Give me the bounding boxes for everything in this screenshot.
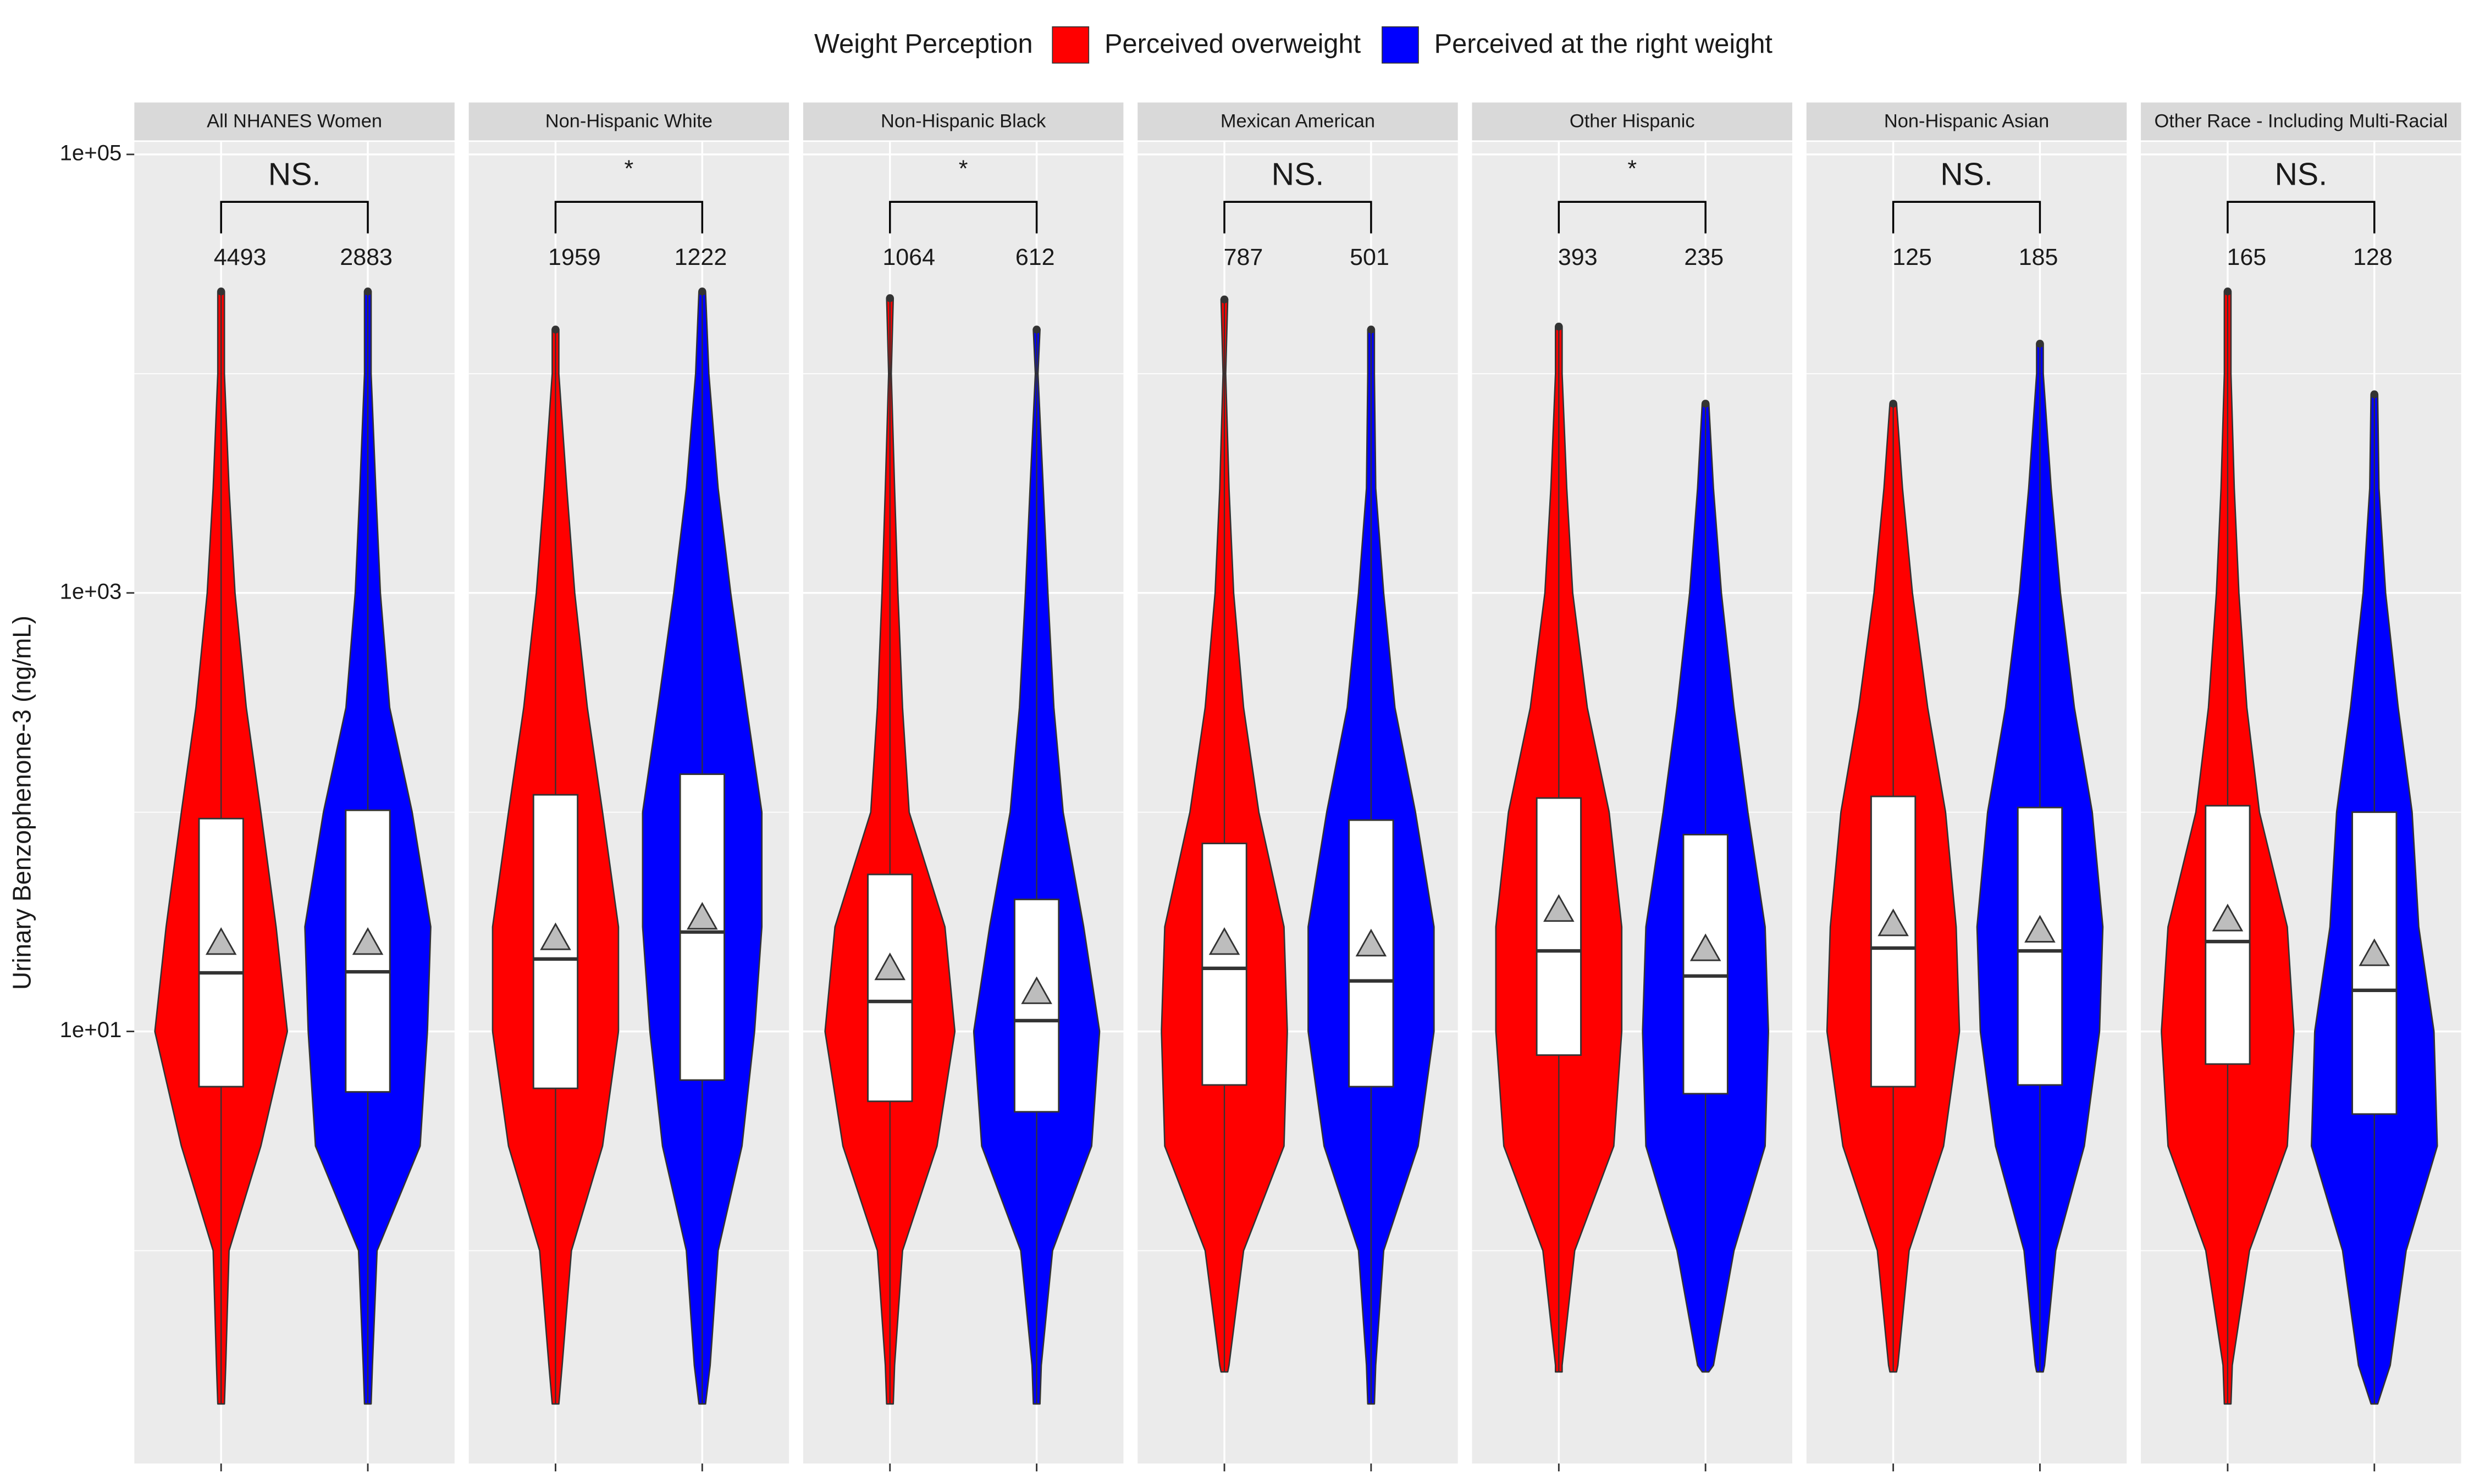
max-point bbox=[1032, 325, 1041, 334]
max-point bbox=[1702, 400, 1710, 408]
count-label: 4493 bbox=[214, 244, 267, 270]
mean-marker bbox=[2212, 904, 2244, 932]
mean-marker bbox=[540, 922, 571, 950]
count-label: 2883 bbox=[340, 244, 393, 270]
strip bbox=[1806, 102, 2127, 141]
panel bbox=[803, 142, 1124, 1464]
panel bbox=[2141, 142, 2461, 1464]
legend-label: Perceived overweight bbox=[1105, 29, 1361, 59]
annotation: NS. bbox=[1272, 157, 1324, 192]
bracket bbox=[1558, 201, 1707, 234]
max-point bbox=[1220, 295, 1229, 304]
legend-label: Perceived at the right weight bbox=[1434, 29, 1773, 59]
annotation: NS. bbox=[1940, 157, 1993, 192]
max-point bbox=[1367, 325, 1376, 334]
max-point bbox=[1889, 400, 1897, 408]
count-label: 1222 bbox=[675, 244, 727, 270]
mean-marker bbox=[1689, 933, 1721, 961]
annotation: NS. bbox=[268, 157, 321, 192]
y-tick-label: 1e+01 bbox=[60, 1017, 122, 1042]
box bbox=[1201, 843, 1247, 1086]
strip bbox=[1137, 102, 1458, 141]
legend-swatch bbox=[1052, 26, 1090, 64]
box bbox=[2205, 805, 2251, 1065]
bracket bbox=[2227, 201, 2376, 234]
mean-marker bbox=[205, 927, 237, 955]
annotation: * bbox=[959, 156, 968, 182]
annotation: NS. bbox=[2275, 157, 2328, 192]
max-point bbox=[1555, 322, 1563, 331]
mean-marker bbox=[1543, 894, 1575, 922]
box bbox=[867, 873, 913, 1103]
count-label: 165 bbox=[2227, 244, 2266, 270]
count-label: 612 bbox=[1015, 244, 1055, 270]
box bbox=[2017, 806, 2063, 1086]
mean-marker bbox=[1021, 976, 1052, 1004]
mean-marker bbox=[2024, 915, 2056, 943]
box bbox=[1348, 819, 1394, 1088]
max-point bbox=[2223, 287, 2232, 296]
max-point bbox=[886, 294, 894, 302]
mean-marker bbox=[2359, 938, 2390, 966]
max-point bbox=[551, 325, 560, 334]
count-label: 501 bbox=[1350, 244, 1389, 270]
mean-marker bbox=[1208, 927, 1240, 955]
facet-title: Other Hispanic bbox=[1570, 110, 1695, 131]
count-label: 787 bbox=[1224, 244, 1263, 270]
max-point bbox=[2036, 340, 2044, 348]
facet-title: Other Race - Including Multi-Racial bbox=[2154, 110, 2448, 131]
legend-title: Weight Perception bbox=[814, 29, 1033, 59]
box bbox=[1536, 797, 1582, 1056]
facet-title: Non-Hispanic Black bbox=[881, 110, 1046, 131]
mean-marker bbox=[1877, 908, 1909, 937]
strip bbox=[1472, 102, 1792, 141]
y-axis-label: Urinary Benzophenone-3 (ng/mL) bbox=[8, 616, 36, 990]
max-point bbox=[698, 287, 706, 296]
mean-marker bbox=[1355, 928, 1387, 957]
count-label: 235 bbox=[1684, 244, 1724, 270]
count-label: 1064 bbox=[882, 244, 935, 270]
strip bbox=[2141, 102, 2461, 141]
y-tick-label: 1e+05 bbox=[60, 141, 122, 165]
count-label: 125 bbox=[1892, 244, 1932, 270]
bracket bbox=[220, 201, 369, 234]
count-label: 185 bbox=[2019, 244, 2058, 270]
bracket bbox=[889, 201, 1038, 234]
count-label: 393 bbox=[1558, 244, 1598, 270]
strip bbox=[134, 102, 455, 141]
facet-title: Non-Hispanic Asian bbox=[1884, 110, 2049, 131]
facet-title: All NHANES Women bbox=[207, 110, 382, 131]
annotation: * bbox=[625, 156, 634, 182]
legend-swatch bbox=[1382, 26, 1419, 64]
box bbox=[1013, 898, 1060, 1113]
bracket bbox=[1223, 201, 1372, 234]
box bbox=[1682, 834, 1729, 1095]
mean-marker bbox=[352, 927, 384, 955]
strip bbox=[803, 102, 1124, 141]
box bbox=[1870, 795, 1917, 1088]
max-point bbox=[363, 287, 372, 296]
y-tick-label: 1e+03 bbox=[60, 579, 122, 603]
annotation: * bbox=[1627, 156, 1637, 182]
mean-marker bbox=[687, 902, 718, 930]
max-point bbox=[217, 287, 225, 296]
mean-marker bbox=[874, 953, 906, 981]
bracket bbox=[1892, 201, 2041, 234]
count-label: 1959 bbox=[548, 244, 601, 270]
max-point bbox=[2370, 390, 2378, 398]
bracket bbox=[554, 201, 704, 234]
facet-title: Mexican American bbox=[1221, 110, 1375, 131]
facet-title: Non-Hispanic White bbox=[545, 110, 713, 131]
strip bbox=[468, 102, 789, 141]
count-label: 128 bbox=[2353, 244, 2393, 270]
